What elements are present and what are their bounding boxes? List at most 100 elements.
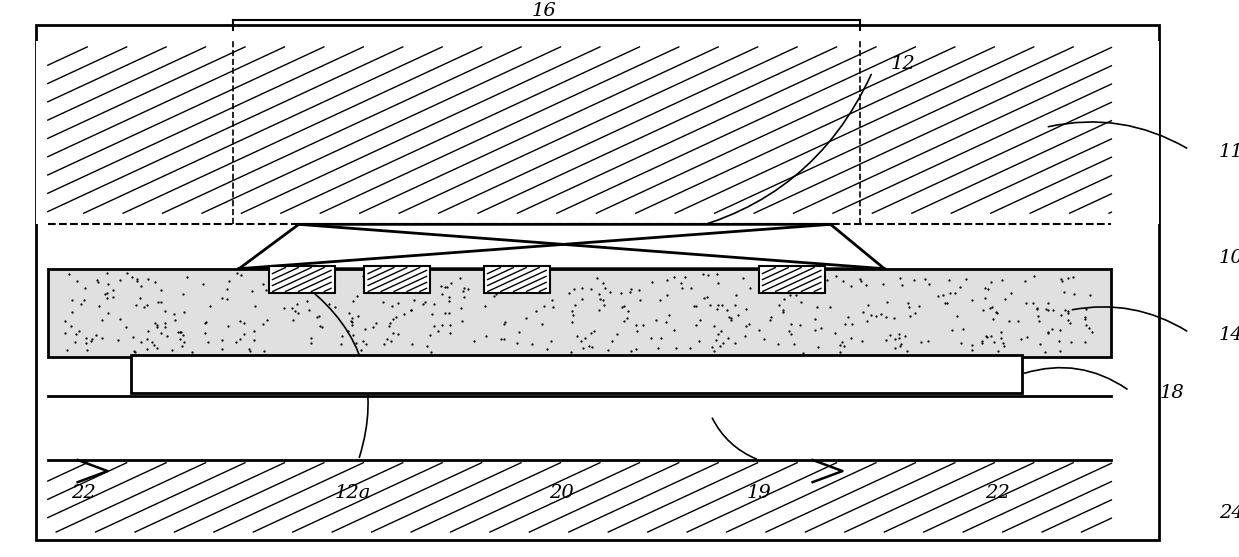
Point	[721, 316, 741, 325]
Point	[900, 303, 919, 312]
Point	[994, 341, 1014, 350]
Point	[830, 348, 850, 356]
Point	[494, 335, 514, 344]
Point	[1027, 305, 1047, 314]
Point	[784, 339, 804, 348]
Point	[672, 278, 691, 287]
Point	[808, 273, 828, 282]
Point	[736, 304, 756, 313]
Point	[1051, 275, 1070, 284]
Point	[388, 329, 408, 338]
Point	[1001, 289, 1021, 298]
Point	[543, 296, 563, 305]
Point	[740, 284, 760, 293]
Bar	[48, 460, 1111, 535]
Point	[1064, 290, 1084, 299]
Point	[793, 348, 813, 357]
Point	[89, 302, 109, 311]
Point	[98, 309, 118, 317]
Point	[1038, 306, 1058, 315]
Point	[1038, 299, 1058, 307]
Text: 22: 22	[985, 484, 1010, 502]
Point	[563, 318, 582, 327]
Point	[602, 336, 622, 345]
Point	[172, 330, 192, 339]
Point	[963, 340, 983, 349]
Point	[673, 284, 693, 292]
Point	[957, 275, 976, 284]
Point	[1016, 299, 1036, 307]
Point	[973, 336, 992, 345]
Point	[342, 317, 362, 326]
Point	[904, 276, 924, 285]
Point	[134, 302, 154, 311]
Point	[282, 316, 302, 325]
Point	[784, 280, 804, 289]
Text: 10: 10	[1219, 248, 1239, 267]
Point	[1074, 314, 1094, 323]
Point	[379, 322, 399, 331]
Text: 12: 12	[891, 55, 916, 72]
Point	[413, 300, 432, 309]
Point	[440, 320, 460, 329]
Point	[989, 346, 1009, 355]
Point	[162, 345, 182, 354]
Point	[983, 302, 1002, 311]
Point	[888, 329, 908, 338]
Point	[1051, 325, 1070, 334]
Point	[394, 309, 414, 318]
Point	[768, 340, 788, 349]
Point	[118, 269, 138, 278]
Point	[64, 338, 84, 346]
Point	[721, 314, 741, 323]
Point	[709, 300, 729, 309]
Point	[876, 335, 896, 344]
Point	[564, 285, 584, 294]
Point	[994, 339, 1014, 348]
Point	[126, 301, 146, 310]
Point	[918, 336, 938, 345]
Point	[171, 328, 191, 337]
Point	[126, 275, 146, 284]
Point	[995, 295, 1015, 304]
Point	[422, 309, 442, 318]
Point	[59, 270, 79, 278]
Point	[658, 290, 678, 299]
Point	[540, 336, 560, 345]
Point	[717, 333, 737, 342]
Point	[944, 289, 964, 298]
Point	[592, 279, 612, 288]
Point	[1058, 307, 1078, 316]
Bar	[48, 396, 1111, 460]
Point	[664, 273, 684, 282]
Point	[850, 274, 870, 283]
Point	[973, 338, 992, 347]
Point	[561, 348, 581, 356]
Point	[212, 335, 232, 344]
Point	[891, 273, 911, 282]
Point	[581, 329, 601, 338]
Point	[890, 334, 909, 343]
Point	[912, 338, 932, 346]
Point	[212, 344, 232, 353]
Point	[424, 321, 444, 330]
Point	[367, 319, 387, 328]
Point	[953, 325, 973, 334]
Point	[392, 273, 411, 282]
Point	[601, 287, 621, 296]
Point	[342, 314, 362, 323]
Point	[62, 296, 82, 305]
Point	[643, 277, 663, 286]
Point	[579, 341, 598, 350]
Point	[388, 282, 408, 291]
Point	[712, 338, 732, 347]
Point	[171, 334, 191, 343]
Point	[103, 286, 123, 295]
Point	[494, 319, 514, 328]
Point	[698, 293, 717, 302]
Point	[380, 319, 400, 328]
Point	[897, 346, 917, 355]
Point	[121, 273, 141, 282]
Point	[225, 338, 245, 346]
Point	[792, 297, 812, 306]
